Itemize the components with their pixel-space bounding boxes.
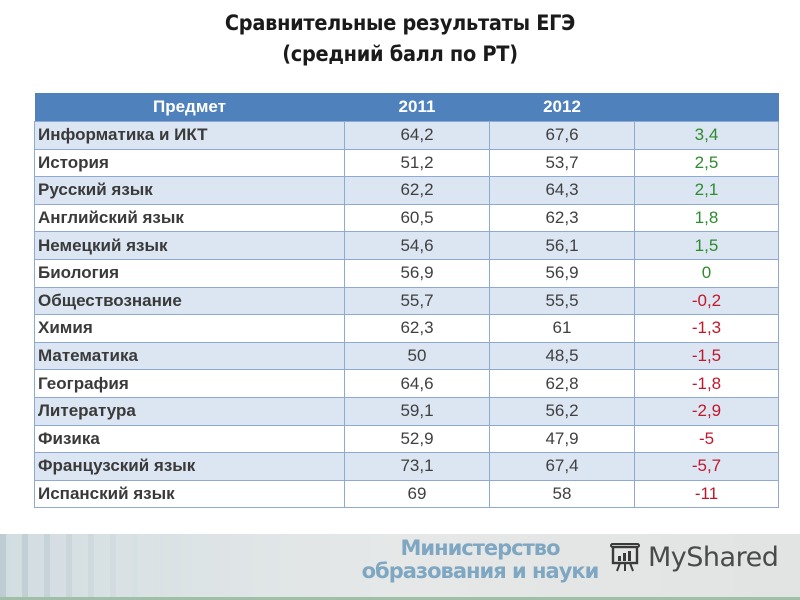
diff-cell: 3,4 bbox=[634, 121, 779, 150]
score-2012-cell: 48,5 bbox=[489, 341, 635, 371]
header-2012: 2012 bbox=[489, 93, 635, 122]
diff-cell: 2,5 bbox=[634, 148, 779, 178]
diff-cell: -5 bbox=[634, 424, 779, 454]
score-2012-cell: 62,3 bbox=[489, 203, 635, 233]
score-2011-cell: 56,9 bbox=[344, 258, 490, 288]
footer-banner: Министерство образования и науки MyShare… bbox=[0, 534, 800, 600]
diff-cell: 1,5 bbox=[634, 231, 779, 260]
score-2012-cell: 62,8 bbox=[489, 369, 635, 398]
score-2012-cell: 61 bbox=[489, 314, 635, 343]
table-row: Английский язык 60,5 62,3 1,8 bbox=[34, 203, 779, 233]
score-2012-cell: 55,5 bbox=[489, 286, 635, 316]
score-2011-cell: 55,7 bbox=[344, 286, 490, 316]
diff-cell: -2,9 bbox=[634, 396, 779, 426]
subject-cell: Литература bbox=[34, 396, 345, 426]
score-2011-cell: 64,6 bbox=[344, 369, 490, 398]
table-row: Испанский язык 69 58 -11 bbox=[34, 479, 779, 509]
score-2012-cell: 64,3 bbox=[489, 176, 635, 205]
score-2011-cell: 51,2 bbox=[344, 148, 490, 178]
table-row: Французский язык 73,1 67,4 -5,7 bbox=[34, 452, 779, 481]
score-2011-cell: 50 bbox=[344, 341, 490, 371]
score-2011-cell: 69 bbox=[344, 479, 490, 509]
score-2011-cell: 62,2 bbox=[344, 176, 490, 205]
diff-cell: 0 bbox=[634, 258, 779, 288]
header-row: Предмет 2011 2012 bbox=[34, 93, 779, 122]
score-2012-cell: 58 bbox=[489, 479, 635, 509]
diff-cell: -5,7 bbox=[634, 452, 779, 481]
ministry-logo-text: Министерство образования и науки bbox=[360, 537, 600, 583]
table-row: Немецкий язык 54,6 56,1 1,5 bbox=[34, 231, 779, 260]
score-2011-cell: 59,1 bbox=[344, 396, 490, 426]
building-photo bbox=[0, 534, 160, 597]
presentation-board-icon bbox=[610, 543, 640, 572]
subject-cell: Испанский язык bbox=[34, 479, 345, 509]
table-row: История 51,2 53,7 2,5 bbox=[34, 148, 779, 178]
subject-cell: История bbox=[34, 148, 345, 178]
subject-cell: Математика bbox=[34, 341, 345, 371]
table-row: Химия 62,3 61 -1,3 bbox=[34, 314, 779, 343]
score-2012-cell: 67,4 bbox=[489, 452, 635, 481]
diff-cell: -1,5 bbox=[634, 341, 779, 371]
table-row: География 64,6 62,8 -1,8 bbox=[34, 369, 779, 398]
table-row: Информатика и ИКТ 64,2 67,6 3,4 bbox=[34, 121, 779, 150]
subject-cell: Французский язык bbox=[34, 452, 345, 481]
score-2012-cell: 56,1 bbox=[489, 231, 635, 260]
table-row: Физика 52,9 47,9 -5 bbox=[34, 424, 779, 454]
subject-cell: География bbox=[34, 369, 345, 398]
score-2011-cell: 64,2 bbox=[344, 121, 490, 150]
diff-cell: -0,2 bbox=[634, 286, 779, 316]
title-line-2: (средний балл по РТ) bbox=[282, 42, 518, 66]
score-2011-cell: 60,5 bbox=[344, 203, 490, 233]
diff-cell: 2,1 bbox=[634, 176, 779, 205]
table-row: Математика 50 48,5 -1,5 bbox=[34, 341, 779, 371]
diff-cell: -11 bbox=[634, 479, 779, 509]
score-2011-cell: 54,6 bbox=[344, 231, 490, 260]
diff-cell: -1,3 bbox=[634, 314, 779, 343]
results-table: Предмет 2011 2012 Информатика и ИКТ 64,2 6… bbox=[34, 93, 779, 509]
myshared-logo[interactable]: MyShared bbox=[608, 541, 779, 573]
ministry-line-2: образования и науки bbox=[361, 559, 600, 583]
subject-cell: Информатика и ИКТ bbox=[34, 121, 345, 150]
score-2011-cell: 62,3 bbox=[344, 314, 490, 343]
title-line-1: Сравнительные результаты ЕГЭ bbox=[224, 11, 576, 35]
table-row: Обществознание 55,7 55,5 -0,2 bbox=[34, 286, 779, 316]
subject-cell: Физика bbox=[34, 424, 345, 454]
score-2011-cell: 73,1 bbox=[344, 452, 490, 481]
table-row: Русский язык 62,2 64,3 2,1 bbox=[34, 176, 779, 205]
header-2011: 2011 bbox=[344, 93, 490, 122]
subject-cell: Обществознание bbox=[34, 286, 345, 316]
diff-cell: -1,8 bbox=[634, 369, 779, 398]
subject-cell: Немецкий язык bbox=[34, 231, 345, 260]
table-row: Литература 59,1 56,2 -2,9 bbox=[34, 396, 779, 426]
score-2012-cell: 47,9 bbox=[489, 424, 635, 454]
subject-cell: Русский язык bbox=[34, 176, 345, 205]
ministry-line-1: Министерство bbox=[400, 536, 560, 560]
score-2011-cell: 52,9 bbox=[344, 424, 490, 454]
header-diff bbox=[634, 93, 779, 122]
brand-name: MyShared bbox=[648, 541, 779, 573]
score-2012-cell: 56,9 bbox=[489, 258, 635, 288]
score-2012-cell: 53,7 bbox=[489, 148, 635, 178]
slide-title: Сравнительные результаты ЕГЭ (средний ба… bbox=[0, 8, 800, 70]
subject-cell: Английский язык bbox=[34, 203, 345, 233]
score-2012-cell: 67,6 bbox=[489, 121, 635, 150]
table-row: Биология 56,9 56,9 0 bbox=[34, 258, 779, 288]
subject-cell: Химия bbox=[34, 314, 345, 343]
score-2012-cell: 56,2 bbox=[489, 396, 635, 426]
subject-cell: Биология bbox=[34, 258, 345, 288]
header-subject: Предмет bbox=[34, 93, 345, 122]
diff-cell: 1,8 bbox=[634, 203, 779, 233]
